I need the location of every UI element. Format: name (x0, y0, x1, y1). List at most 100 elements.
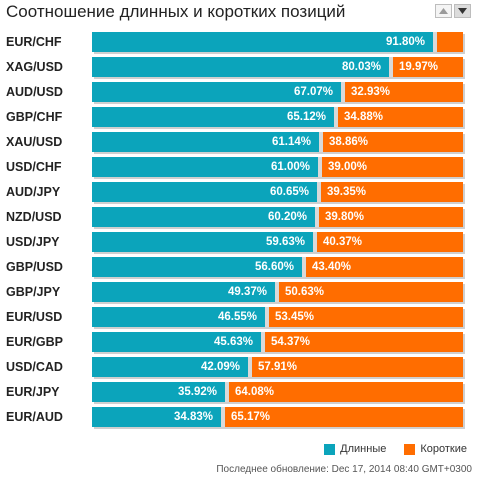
chart-title: Соотношение длинных и коротких позиций (6, 2, 346, 21)
short-bar (437, 32, 463, 52)
chart-row: GBP/JPY 49.37% 50.63% (0, 280, 479, 305)
pair-label: USD/CHF (6, 160, 62, 174)
long-bar: 80.03% (92, 57, 389, 77)
bar-track: 34.83% 65.17% (92, 407, 463, 427)
chart-row: USD/JPY 59.63% 40.37% (0, 230, 479, 255)
last-updated: Последнее обновление: Dec 17, 2014 08:40… (216, 464, 472, 475)
long-bar: 60.20% (92, 207, 315, 227)
long-value-label: 61.00% (270, 161, 310, 173)
legend-label-short: Короткие (420, 443, 467, 455)
pair-label: AUD/JPY (6, 185, 61, 199)
short-bar: 54.37% (265, 332, 463, 352)
long-value-label: 65.12% (286, 111, 326, 123)
short-value-label: 54.37% (271, 336, 311, 348)
short-value-label: 19.97% (399, 61, 439, 73)
bar-track: 35.92% 64.08% (92, 382, 463, 402)
short-value-label: 57.91% (258, 361, 298, 373)
pair-label: EUR/CHF (6, 35, 62, 49)
long-value-label: 34.83% (173, 411, 213, 423)
pair-label: EUR/JPY (6, 385, 60, 399)
bar-track: 56.60% 43.40% (92, 257, 463, 277)
long-bar: 56.60% (92, 257, 302, 277)
short-bar: 65.17% (225, 407, 463, 427)
pair-label: XAG/USD (6, 60, 63, 74)
chart-row: XAU/USD 61.14% 38.86% (0, 130, 479, 155)
bar-track: 67.07% 32.93% (92, 82, 463, 102)
chart-row: EUR/USD 46.55% 53.45% (0, 305, 479, 330)
bar-track: 61.14% 38.86% (92, 132, 463, 152)
short-bar: 43.40% (306, 257, 463, 277)
long-value-label: 45.63% (213, 336, 253, 348)
bar-track: 91.80% (92, 32, 463, 52)
long-value-label: 61.14% (271, 136, 311, 148)
bar-track: 46.55% 53.45% (92, 307, 463, 327)
chart-row: USD/CHF 61.00% 39.00% (0, 155, 479, 180)
long-bar: 45.63% (92, 332, 261, 352)
bar-track: 60.20% 39.80% (92, 207, 463, 227)
pair-label: USD/CAD (6, 360, 63, 374)
bar-track: 80.03% 19.97% (92, 57, 463, 77)
pair-label: EUR/USD (6, 310, 63, 324)
bar-track: 45.63% 54.37% (92, 332, 463, 352)
triangle-up-icon (439, 8, 448, 14)
short-bar: 57.91% (252, 357, 463, 377)
chart-legend: Длинные Короткие (324, 443, 467, 455)
legend-swatch-short (404, 443, 416, 455)
long-value-label: 42.09% (200, 361, 240, 373)
long-short-ratio-chart: EUR/CHF 91.80% XAG/USD 80.03% 19.97% AUD/USD 6… (0, 30, 479, 430)
bar-track: 59.63% 40.37% (92, 232, 463, 252)
chart-row: EUR/JPY 35.92% 64.08% (0, 380, 479, 405)
short-value-label: 65.17% (231, 411, 271, 423)
short-bar: 53.45% (269, 307, 463, 327)
long-bar: 60.65% (92, 182, 317, 202)
bar-track: 65.12% 34.88% (92, 107, 463, 127)
long-bar: 65.12% (92, 107, 334, 127)
pair-label: GBP/USD (6, 260, 63, 274)
short-value-label: 53.45% (275, 311, 315, 323)
sort-up-button[interactable] (435, 4, 452, 18)
chart-row: GBP/USD 56.60% 43.40% (0, 255, 479, 280)
chart-row: EUR/CHF 91.80% (0, 30, 479, 55)
short-value-label: 39.00% (328, 161, 368, 173)
pair-label: GBP/JPY (6, 285, 61, 299)
pair-label: AUD/USD (6, 85, 63, 99)
long-value-label: 80.03% (341, 61, 381, 73)
long-value-label: 46.55% (217, 311, 257, 323)
pair-label: GBP/CHF (6, 110, 63, 124)
short-value-label: 34.88% (344, 111, 384, 123)
long-value-label: 56.60% (254, 261, 294, 273)
bar-track: 49.37% 50.63% (92, 282, 463, 302)
pair-label: USD/JPY (6, 235, 60, 249)
short-bar: 64.08% (229, 382, 463, 402)
legend-label-long: Длинные (340, 443, 387, 455)
long-value-label: 67.07% (293, 86, 333, 98)
long-bar: 61.14% (92, 132, 319, 152)
long-bar: 34.83% (92, 407, 221, 427)
short-bar: 39.80% (319, 207, 463, 227)
long-bar: 61.00% (92, 157, 318, 177)
short-bar: 34.88% (338, 107, 463, 127)
long-bar: 46.55% (92, 307, 265, 327)
chart-row: USD/CAD 42.09% 57.91% (0, 355, 479, 380)
short-bar: 38.86% (323, 132, 463, 152)
legend-item-short: Короткие (404, 443, 467, 455)
short-value-label: 39.80% (325, 211, 365, 223)
long-value-label: 91.80% (385, 36, 425, 48)
long-bar: 59.63% (92, 232, 313, 252)
chart-row: XAG/USD 80.03% 19.97% (0, 55, 479, 80)
chart-row: EUR/AUD 34.83% 65.17% (0, 405, 479, 430)
short-value-label: 64.08% (235, 386, 275, 398)
legend-swatch-long (324, 443, 336, 455)
triangle-down-icon (458, 8, 467, 14)
long-value-label: 49.37% (227, 286, 267, 298)
short-bar: 32.93% (345, 82, 463, 102)
short-value-label: 50.63% (285, 286, 325, 298)
bar-track: 60.65% 39.35% (92, 182, 463, 202)
long-bar: 91.80% (92, 32, 433, 52)
chart-row: AUD/USD 67.07% 32.93% (0, 80, 479, 105)
chart-row: AUD/JPY 60.65% 39.35% (0, 180, 479, 205)
pair-label: EUR/AUD (6, 410, 63, 424)
short-value-label: 43.40% (312, 261, 352, 273)
sort-down-button[interactable] (454, 4, 471, 18)
long-bar: 49.37% (92, 282, 275, 302)
